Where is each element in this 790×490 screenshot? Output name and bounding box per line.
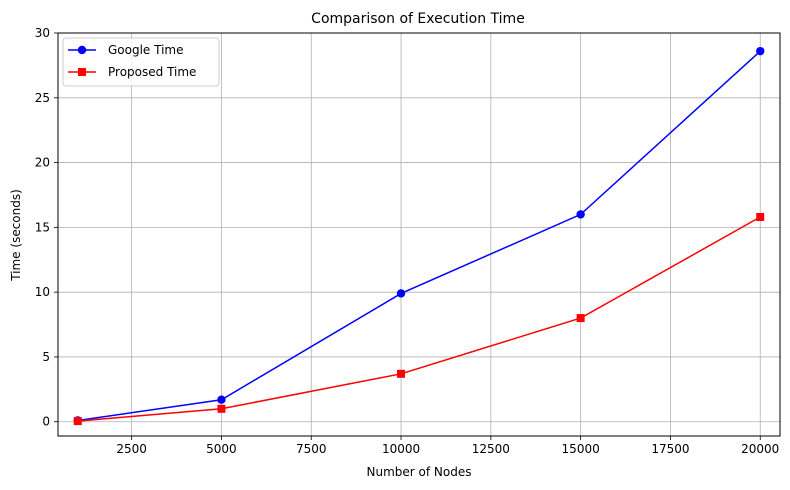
data-point-google-time xyxy=(576,210,585,219)
x-tick-label: 12500 xyxy=(472,442,510,456)
legend-items: Google Time Proposed Time xyxy=(68,43,196,79)
legend-box xyxy=(62,37,220,87)
y-tick-label: 5 xyxy=(42,350,50,364)
x-tick-label: 2500 xyxy=(116,442,147,456)
legend-label-proposed-time: Proposed Time xyxy=(108,65,196,79)
data-point-proposed-time xyxy=(576,314,585,323)
y-tick-label: 20 xyxy=(35,156,50,170)
data-point-google-time xyxy=(756,46,765,56)
series-proposed-time xyxy=(73,213,765,426)
data-point-proposed-time xyxy=(756,213,765,222)
x-axis-title: Number of Nodes xyxy=(367,465,472,479)
plot-area-frame xyxy=(57,32,781,437)
series-layer xyxy=(73,46,765,426)
x-tick-label: 17500 xyxy=(651,442,689,456)
y-tick-label: 30 xyxy=(35,26,50,40)
data-point-google-time xyxy=(396,289,406,298)
y-tick-label: 15 xyxy=(35,220,50,234)
legend-marker-proposed-time xyxy=(78,68,86,76)
data-point-google-time xyxy=(217,395,226,404)
y-axis-ticks: 0 5 10 15 20 25 30 xyxy=(35,26,58,429)
y-tick-label: 10 xyxy=(35,285,50,299)
data-point-proposed-time xyxy=(73,417,82,426)
data-point-proposed-time xyxy=(217,404,226,413)
y-axis-title: Time (seconds) xyxy=(9,189,23,282)
x-axis-ticks: 2500 5000 7500 10000 12500 15000 17500 20000 xyxy=(116,436,779,456)
legend-marker-google-time xyxy=(77,45,87,55)
legend: Google Time Proposed Time xyxy=(62,37,220,87)
x-tick-label: 10000 xyxy=(382,442,420,456)
data-point-proposed-time xyxy=(397,369,406,378)
x-tick-label: 15000 xyxy=(562,442,600,456)
x-tick-label: 7500 xyxy=(296,442,327,456)
y-tick-label: 25 xyxy=(35,91,50,105)
x-tick-label: 5000 xyxy=(206,442,237,456)
legend-label-google-time: Google Time xyxy=(108,43,184,57)
series-google-time xyxy=(73,46,765,425)
y-tick-label: 0 xyxy=(42,415,50,429)
chart-title: Comparison of Execution Time xyxy=(311,11,525,27)
x-tick-label: 20000 xyxy=(741,442,779,456)
